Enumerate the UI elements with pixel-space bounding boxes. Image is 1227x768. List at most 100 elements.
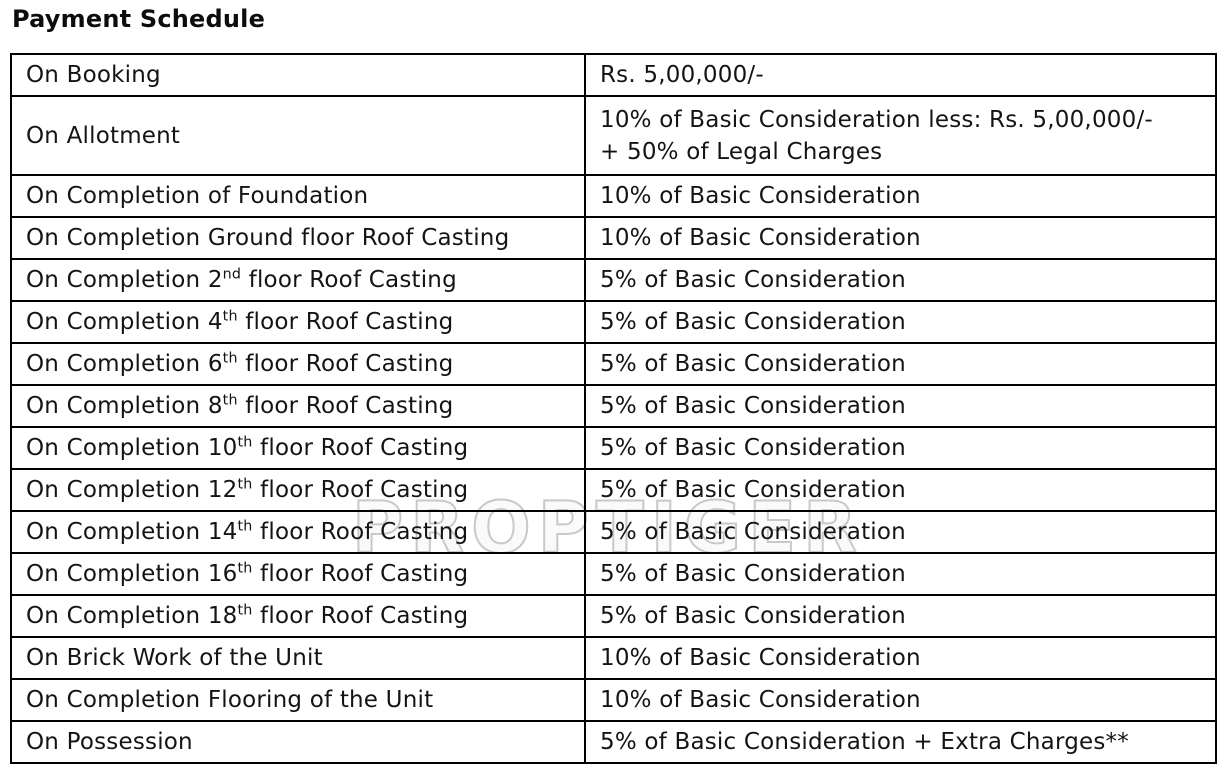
table-row: On Completion Ground floor Roof Casting 1… [10, 216, 1217, 260]
milestone-cell: On Completion 16th floor Roof Casting [10, 552, 586, 596]
milestone-text: On Booking [26, 62, 161, 88]
amount-cell: 5% of Basic Consideration [584, 342, 1217, 386]
amount-text: 5% of Basic Consideration [600, 477, 906, 503]
amount-cell: 5% of Basic Consideration [584, 594, 1217, 638]
milestone-cell: On Completion 2nd floor Roof Casting [10, 258, 586, 302]
table-row: On Completion 18th floor Roof Casting 5% … [10, 594, 1217, 638]
milestone-cell: On Completion 8th floor Roof Casting [10, 384, 586, 428]
table-row: On Completion 8th floor Roof Casting 5% o… [10, 384, 1217, 428]
milestone-text: floor Roof Casting [241, 267, 457, 293]
table-row: On Completion 6th floor Roof Casting 5% o… [10, 342, 1217, 386]
amount-text: 5% of Basic Consideration [600, 435, 906, 461]
milestone-cell: On Brick Work of the Unit [10, 636, 586, 680]
milestone-text: On Allotment [26, 122, 181, 149]
milestone-text: On Brick Work of the Unit [26, 645, 323, 671]
amount-cell: 5% of Basic Consideration + Extra Charge… [584, 720, 1217, 764]
amount-text: 5% of Basic Consideration [600, 519, 906, 545]
milestone-text: On Completion 8 [26, 393, 223, 419]
milestone-text: floor Roof Casting [252, 519, 469, 545]
amount-cell: 5% of Basic Consideration [584, 384, 1217, 428]
milestone-cell: On Completion 12th floor Roof Casting [10, 468, 586, 512]
amount-cell: 5% of Basic Consideration [584, 552, 1217, 596]
ordinal-superscript: th [237, 602, 253, 619]
amount-cell: Rs. 5,00,000/- [584, 53, 1217, 97]
milestone-text: On Completion of Foundation [26, 183, 369, 209]
milestone-cell: On Completion 14th floor Roof Casting [10, 510, 586, 554]
amount-text: 5% of Basic Consideration [600, 603, 906, 629]
table-row: On Completion Flooring of the Unit 10% of… [10, 678, 1217, 722]
table-row: On Allotment 10% of Basic Consideration l… [10, 95, 1217, 176]
milestone-cell: On Possession [10, 720, 586, 764]
milestone-text: On Completion 18 [26, 603, 238, 629]
table-row: On Completion 12th floor Roof Casting 5% … [10, 468, 1217, 512]
amount-cell: 5% of Basic Consideration [584, 426, 1217, 470]
amount-text: Rs. 5,00,000/- [600, 62, 764, 88]
amount-text: 10% of Basic Consideration [600, 183, 921, 209]
page-title: Payment Schedule [12, 5, 266, 33]
milestone-text: On Completion 14 [26, 519, 238, 545]
amount-cell: 10% of Basic Consideration [584, 678, 1217, 722]
milestone-text: On Completion 2 [26, 267, 223, 293]
milestone-text: On Possession [26, 729, 193, 755]
table-row: On Completion 16th floor Roof Casting 5% … [10, 552, 1217, 596]
amount-text: 5% of Basic Consideration + Extra Charge… [600, 729, 1129, 755]
table-row: On Booking Rs. 5,00,000/- [10, 53, 1217, 97]
table-row: On Completion 10th floor Roof Casting 5% … [10, 426, 1217, 470]
amount-text: 10% of Basic Consideration [600, 687, 921, 713]
amount-text: 5% of Basic Consideration [600, 309, 906, 335]
milestone-text: floor Roof Casting [237, 309, 454, 335]
amount-cell: 10% of Basic Consideration [584, 174, 1217, 218]
milestone-text: On Completion Ground floor Roof Casting [26, 225, 510, 251]
table-row: On Completion 14th floor Roof Casting 5% … [10, 510, 1217, 554]
milestone-text: On Completion 6 [26, 351, 223, 377]
milestone-text: floor Roof Casting [252, 603, 469, 629]
milestone-cell: On Completion Ground floor Roof Casting [10, 216, 586, 260]
amount-text: 10% of Basic Consideration less: Rs. 5,0… [600, 106, 1153, 133]
table-row: On Brick Work of the Unit 10% of Basic Co… [10, 636, 1217, 680]
ordinal-superscript: th [237, 560, 253, 577]
amount-cell: 10% of Basic Consideration [584, 636, 1217, 680]
milestone-text: floor Roof Casting [237, 393, 454, 419]
amount-text: 10% of Basic Consideration [600, 225, 921, 251]
ordinal-superscript: th [222, 350, 238, 367]
milestone-cell: On Completion of Foundation [10, 174, 586, 218]
milestone-cell: On Completion 18th floor Roof Casting [10, 594, 586, 638]
amount-cell: 5% of Basic Consideration [584, 258, 1217, 302]
table-row: On Possession 5% of Basic Consideration +… [10, 720, 1217, 764]
amount-text: 5% of Basic Consideration [600, 393, 906, 419]
milestone-text: On Completion Flooring of the Unit [26, 687, 434, 713]
amount-text: 5% of Basic Consideration [600, 351, 906, 377]
amount-cell: 5% of Basic Consideration [584, 468, 1217, 512]
milestone-text: On Completion 10 [26, 435, 238, 461]
table-row: On Completion 4th floor Roof Casting 5% o… [10, 300, 1217, 344]
amount-text: 5% of Basic Consideration [600, 561, 906, 587]
milestone-cell: On Completion 6th floor Roof Casting [10, 342, 586, 386]
ordinal-superscript: nd [222, 266, 242, 283]
milestone-text: floor Roof Casting [252, 561, 469, 587]
milestone-cell: On Allotment [10, 95, 586, 176]
milestone-text: floor Roof Casting [252, 477, 469, 503]
ordinal-superscript: th [237, 518, 253, 535]
milestone-cell: On Booking [10, 53, 586, 97]
milestone-cell: On Completion Flooring of the Unit [10, 678, 586, 722]
milestone-text: floor Roof Casting [252, 435, 469, 461]
amount-text: 5% of Basic Consideration [600, 267, 906, 293]
milestone-text: On Completion 12 [26, 477, 238, 503]
amount-cell: 5% of Basic Consideration [584, 300, 1217, 344]
ordinal-superscript: th [237, 434, 253, 451]
payment-schedule-table: On Booking Rs. 5,00,000/- On Allotment 10% … [10, 53, 1217, 764]
milestone-text: On Completion 16 [26, 561, 238, 587]
milestone-text: On Completion 4 [26, 309, 223, 335]
payment-table-body: On Booking Rs. 5,00,000/- On Allotment 10% … [10, 53, 1217, 764]
amount-text: 10% of Basic Consideration [600, 645, 921, 671]
milestone-text: floor Roof Casting [237, 351, 454, 377]
ordinal-superscript: th [222, 308, 238, 325]
milestone-cell: On Completion 10th floor Roof Casting [10, 426, 586, 470]
ordinal-superscript: th [222, 392, 238, 409]
amount-cell: 5% of Basic Consideration [584, 510, 1217, 554]
amount-text: + 50% of Legal Charges [600, 138, 883, 165]
amount-cell: 10% of Basic Consideration [584, 216, 1217, 260]
ordinal-superscript: th [237, 476, 253, 493]
table-row: On Completion 2nd floor Roof Casting 5% o… [10, 258, 1217, 302]
